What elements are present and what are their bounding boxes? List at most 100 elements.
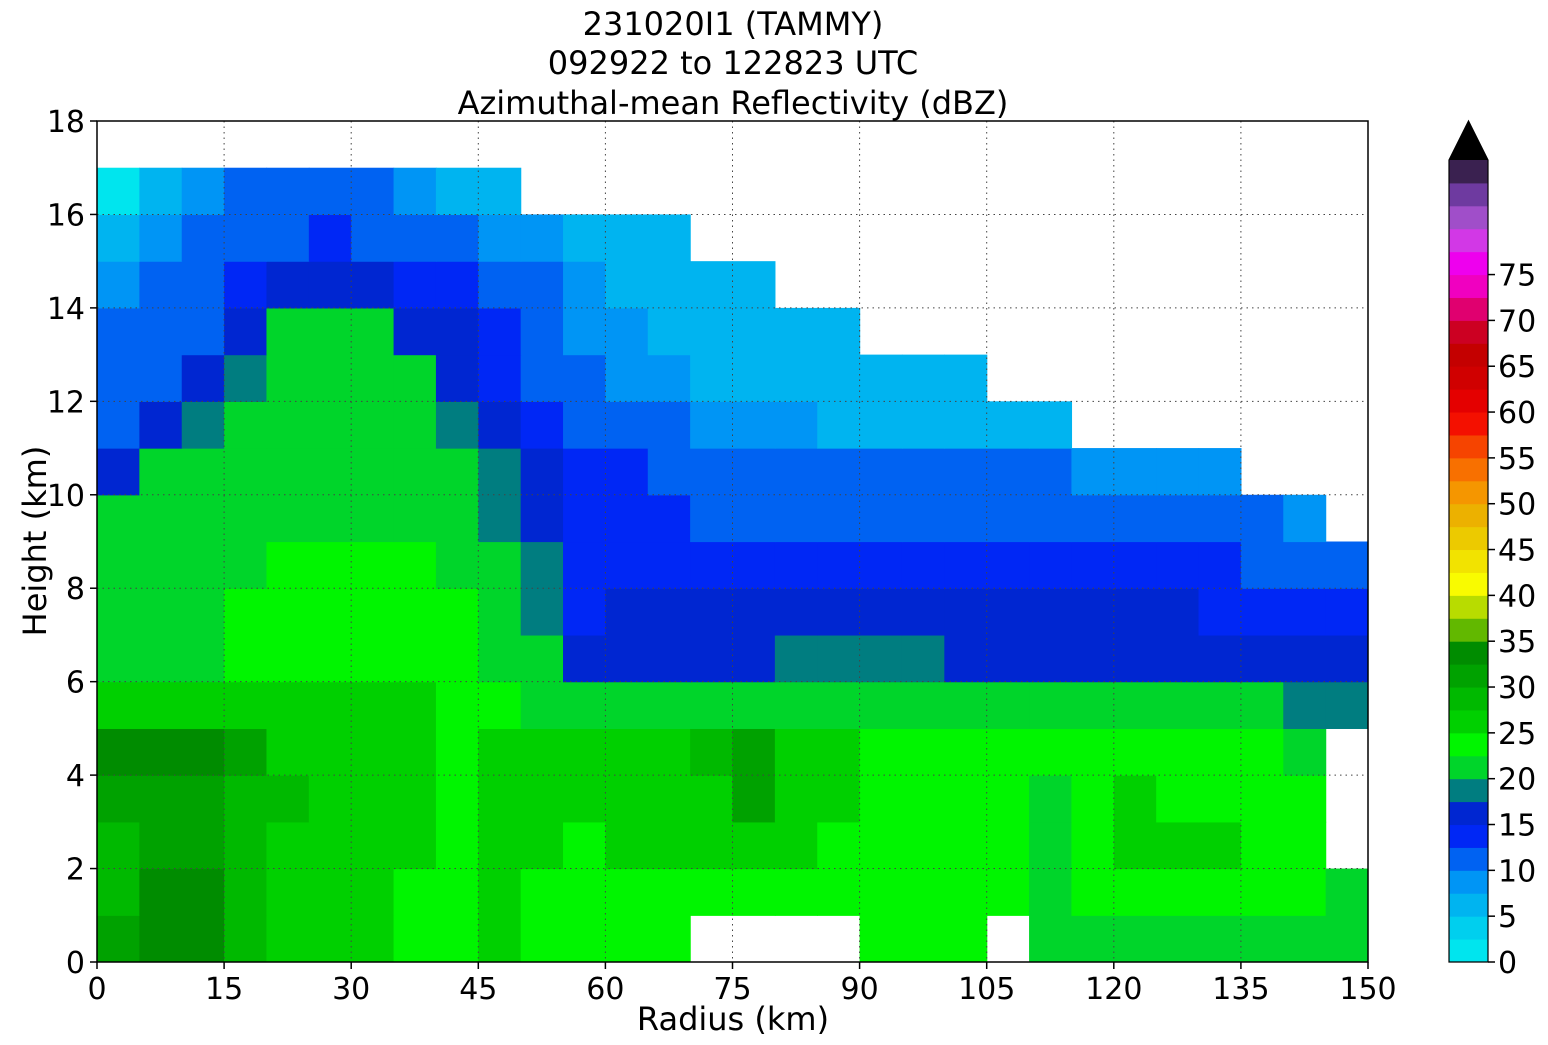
colorbar-tick-label: 20 — [1498, 763, 1536, 798]
heatmap-cell — [97, 588, 140, 636]
heatmap-cell — [817, 681, 861, 729]
colorbar-swatch — [1449, 824, 1488, 848]
heatmap-cell — [647, 541, 691, 589]
heatmap-cell — [139, 167, 183, 216]
heatmap-cell — [435, 821, 479, 870]
heatmap-cell — [1113, 868, 1157, 916]
heatmap-cell — [1029, 915, 1073, 962]
heatmap-cell — [393, 681, 437, 729]
heatmap-cell — [944, 868, 988, 916]
heatmap-cell — [732, 775, 776, 823]
colorbar-swatch — [1449, 434, 1488, 459]
heatmap-cell — [139, 401, 183, 449]
heatmap-cell — [563, 634, 606, 683]
heatmap-cell — [308, 681, 352, 729]
heatmap-cell — [605, 868, 649, 916]
heatmap-cell — [478, 448, 522, 496]
heatmap-cell — [1029, 494, 1073, 543]
colorbar: 0 5 10 15 20 25 30 35 40 45 50 55 60 65 70 75 — [1448, 119, 1536, 981]
heatmap-cell — [690, 775, 734, 823]
heatmap-cell — [393, 868, 437, 916]
heatmap-cell — [1283, 775, 1327, 823]
heatmap-cell — [1283, 494, 1327, 543]
colorbar-tick-label: 70 — [1498, 304, 1536, 339]
colorbar-tick-label: 10 — [1498, 854, 1536, 889]
heatmap-cell — [1156, 634, 1200, 683]
heatmap-cell — [944, 728, 988, 776]
heatmap-cell — [647, 494, 691, 543]
heatmap-cell — [1071, 728, 1115, 776]
heatmap-cell — [435, 728, 479, 776]
colorbar-swatch — [1449, 320, 1488, 344]
heatmap-cell — [139, 821, 183, 870]
heatmap-cell — [859, 915, 903, 962]
heatmap-cell — [944, 354, 988, 402]
colorbar-swatch — [1449, 778, 1488, 803]
heatmap-cell — [563, 214, 606, 262]
heatmap-cell — [563, 307, 606, 356]
heatmap-cell — [478, 728, 522, 776]
heatmap-cell — [605, 448, 649, 496]
heatmap-cell — [1113, 541, 1157, 589]
heatmap-cell — [308, 728, 352, 776]
heatmap-cell — [774, 634, 818, 683]
heatmap-cell — [1029, 681, 1073, 729]
heatmap-cell — [393, 401, 437, 449]
heatmap-cell — [817, 401, 861, 449]
heatmap-cell — [605, 634, 649, 683]
heatmap-cell — [774, 868, 818, 916]
heatmap-cell — [563, 915, 606, 962]
heatmap-cell — [520, 634, 564, 683]
heatmap-cell — [986, 494, 1030, 543]
heatmap-cell — [563, 541, 606, 589]
y-axis-ticks: 0 2 4 6 8 10 12 14 16 18 — [47, 105, 97, 981]
heatmap-cell — [1283, 821, 1327, 870]
heatmap-cell — [520, 261, 564, 309]
heatmap-cell — [774, 681, 818, 729]
heatmap-cell — [1071, 868, 1115, 916]
heatmap-cell — [1198, 541, 1242, 589]
colorbar-extend-arrow — [1449, 121, 1488, 160]
heatmap-cell — [181, 868, 225, 916]
heatmap-cell — [520, 541, 564, 589]
heatmap-cell — [139, 634, 183, 683]
heatmap-cell — [266, 401, 310, 449]
heatmap-cell — [1198, 821, 1242, 870]
heatmap-cell — [1198, 868, 1242, 916]
heatmap-cell — [986, 728, 1030, 776]
colorbar-swatch — [1449, 343, 1488, 367]
heatmap-cell — [520, 915, 564, 962]
heatmap-cell — [690, 354, 734, 402]
heatmap-cell — [1029, 821, 1073, 870]
heatmap-cell — [224, 494, 268, 543]
heatmap-cell — [435, 868, 479, 916]
heatmap-cell — [351, 775, 395, 823]
heatmap-cell — [605, 681, 649, 729]
colorbar-swatch — [1449, 641, 1488, 665]
heatmap-cell — [1071, 634, 1115, 683]
heatmap-cell — [563, 448, 606, 496]
heatmap-cell — [351, 541, 395, 589]
heatmap-cell — [435, 354, 479, 402]
heatmap-cell — [139, 868, 183, 916]
heatmap-cell — [1283, 634, 1327, 683]
heatmap-cell — [224, 214, 268, 262]
heatmap-cell — [563, 821, 606, 870]
colorbar-swatch — [1449, 251, 1488, 276]
heatmap-cell — [266, 354, 310, 402]
heatmap-cell — [732, 588, 776, 636]
heatmap-cell — [1113, 588, 1157, 636]
heatmap-cell — [97, 915, 140, 962]
heatmap-cell — [563, 588, 606, 636]
colorbar-swatch — [1449, 160, 1488, 184]
heatmap-cell — [224, 307, 268, 356]
heatmap-cell — [351, 588, 395, 636]
heatmap-cell — [944, 634, 988, 683]
heatmap-cell — [266, 634, 310, 683]
colorbar-tick-label: 45 — [1498, 534, 1536, 569]
heatmap-cell — [224, 588, 268, 636]
heatmap-cell — [605, 307, 649, 356]
heatmap-cell — [986, 448, 1030, 496]
heatmap-cell — [1240, 868, 1284, 916]
heatmap-cell — [393, 167, 437, 216]
